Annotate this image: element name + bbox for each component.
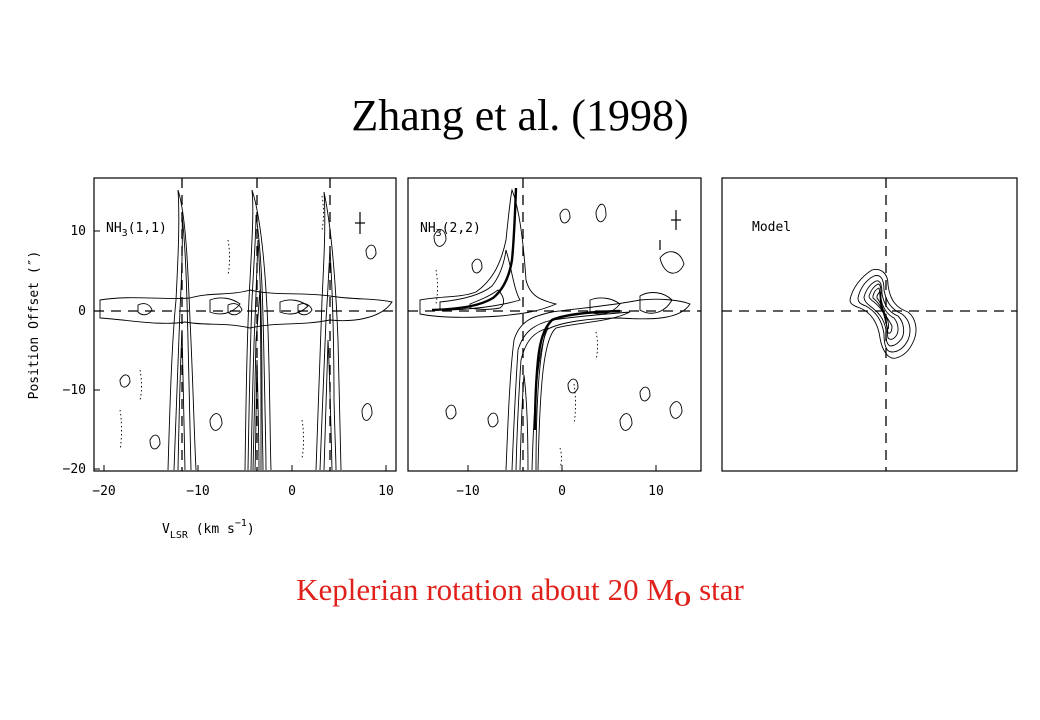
x2-tick-10: 10 bbox=[648, 484, 664, 499]
x1-tick-0: 0 bbox=[288, 484, 296, 499]
panel-1-error-bar bbox=[355, 212, 365, 234]
y-tick-0: 0 bbox=[78, 304, 86, 319]
caption-word-2: rotation bbox=[426, 572, 523, 607]
panel-2-dotted-contours bbox=[435, 269, 598, 469]
y-tick-minus10: −10 bbox=[63, 383, 86, 398]
y-tick-10: 10 bbox=[70, 224, 86, 239]
panel-1-y-ticks bbox=[94, 230, 100, 470]
caption-word-3: about bbox=[530, 572, 600, 607]
x2-tick-minus10: −10 bbox=[456, 484, 479, 499]
panel-1-contours bbox=[99, 189, 393, 471]
x1-tick-minus10: −10 bbox=[186, 484, 209, 499]
x1-tick-10: 10 bbox=[378, 484, 394, 499]
keplerian-curve-lower bbox=[533, 309, 621, 431]
model-contours bbox=[849, 269, 917, 359]
caption-word-1: Keplerian bbox=[296, 572, 419, 607]
panel-2-x-ticks bbox=[467, 465, 657, 471]
caption: Keplerian rotation about 20 MO star bbox=[0, 572, 1040, 612]
panel-1-label: NH3(1,1) bbox=[106, 221, 167, 239]
panel-2-frame bbox=[407, 177, 702, 472]
panel-2-label: NH3(2,2) bbox=[420, 221, 481, 239]
panel-2-dashed-lines bbox=[408, 178, 701, 471]
caption-word-5: star bbox=[699, 572, 744, 607]
keplerian-curve-upper bbox=[431, 187, 518, 312]
panel-1-x-ticks bbox=[103, 465, 387, 471]
panel-3-dashed-lines bbox=[722, 178, 1017, 471]
slide-title: Zhang et al. (1998) bbox=[351, 91, 689, 140]
panel-1-dashed-lines bbox=[94, 178, 396, 471]
panel-3-label: Model bbox=[752, 220, 791, 235]
panel-1-frame bbox=[93, 177, 397, 472]
panel-2-error-bar bbox=[659, 210, 681, 250]
panel-3-frame bbox=[721, 177, 1018, 472]
solar-mass-subscript: O bbox=[673, 586, 692, 611]
x1-tick-minus20: −20 bbox=[92, 484, 115, 499]
y-axis-label: Position Offset (″) bbox=[27, 251, 42, 400]
caption-mass: 20 MO bbox=[607, 572, 692, 611]
panel-1-dotted-contours bbox=[119, 195, 324, 459]
x-axis-label: VLSR (km s−1) bbox=[162, 518, 255, 541]
x2-tick-0: 0 bbox=[558, 484, 566, 499]
y-tick-minus20: −20 bbox=[63, 462, 86, 477]
